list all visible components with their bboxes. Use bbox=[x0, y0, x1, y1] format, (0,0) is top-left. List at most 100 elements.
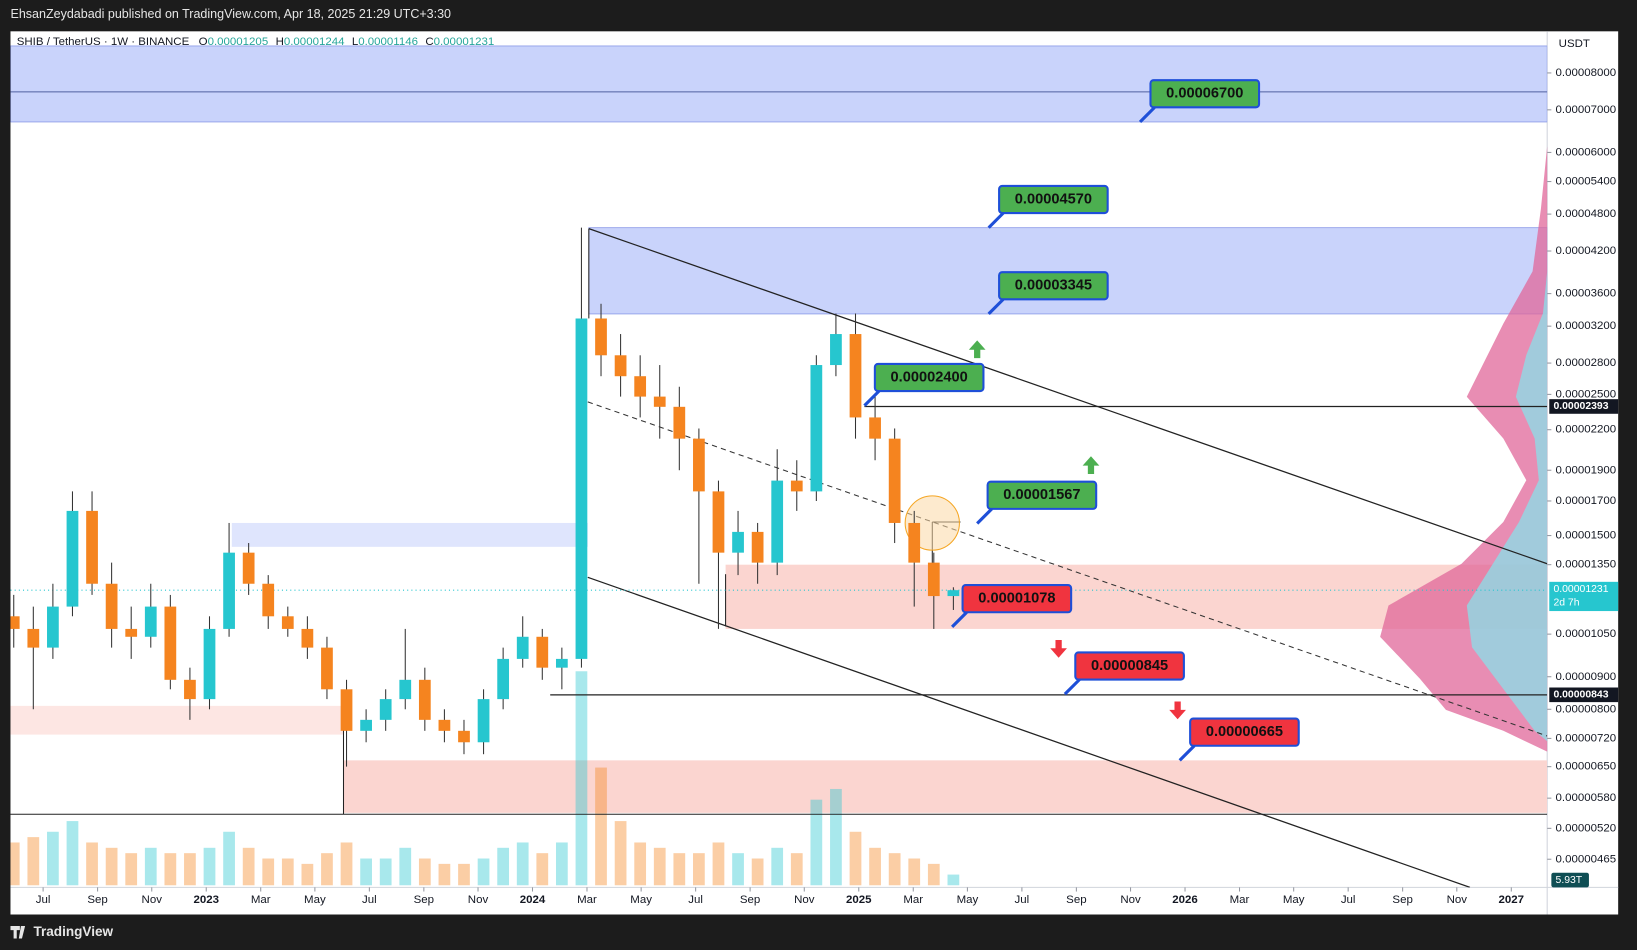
annotation-pointer bbox=[951, 611, 968, 628]
candle-body bbox=[947, 590, 960, 597]
volume-bar bbox=[27, 837, 40, 886]
x-tick-label: 2024 bbox=[520, 894, 546, 906]
candle-body bbox=[223, 552, 235, 629]
candle-body bbox=[321, 647, 333, 690]
annotation-label: 0.00002400 bbox=[891, 369, 968, 385]
candle-body bbox=[379, 699, 392, 720]
brand: TradingView bbox=[33, 924, 113, 939]
x-tick-label: May bbox=[1283, 894, 1305, 906]
volume-bar bbox=[262, 858, 275, 886]
candle-body bbox=[693, 438, 705, 492]
volume-pane bbox=[10, 671, 960, 886]
annotation-label: 0.00001567 bbox=[1003, 487, 1080, 503]
x-tick-label: Sep bbox=[414, 894, 434, 906]
y-tick-label: 0.00002200 bbox=[1556, 424, 1617, 436]
x-tick-label: Mar bbox=[577, 894, 597, 906]
x-tick-label: Nov bbox=[142, 894, 163, 906]
volume-bar bbox=[321, 853, 333, 886]
annotation-label: 0.00001078 bbox=[978, 591, 1055, 607]
candle-body bbox=[830, 334, 842, 366]
candle-body bbox=[869, 417, 881, 439]
candle-body bbox=[849, 334, 862, 418]
candle-body bbox=[575, 318, 588, 659]
volume-bar bbox=[849, 831, 862, 886]
symbol: SHIB / TetherUS · 1W · BINANCE bbox=[17, 36, 190, 48]
candle-body bbox=[614, 355, 627, 377]
ohlc-letter: C bbox=[425, 36, 433, 48]
x-tick-label: Mar bbox=[251, 894, 271, 906]
annotation-box bbox=[961, 584, 1073, 614]
y-tick-label: 0.00003200 bbox=[1556, 320, 1617, 332]
candle-body bbox=[595, 318, 607, 356]
candle-body bbox=[242, 552, 255, 584]
y-tick-label: 0.00001700 bbox=[1556, 495, 1617, 507]
x-tick-label: Jul bbox=[362, 894, 377, 906]
candle-body bbox=[653, 396, 666, 407]
volume-bar bbox=[47, 831, 59, 886]
candle-body bbox=[86, 510, 98, 584]
candle-body bbox=[536, 636, 549, 668]
candle-body bbox=[458, 730, 470, 743]
brand-logo bbox=[10, 925, 26, 939]
level-label-box bbox=[1549, 399, 1619, 414]
volume-bar bbox=[10, 842, 20, 886]
annotation-pointer bbox=[863, 389, 881, 407]
candle-body bbox=[771, 480, 784, 563]
annotation-box bbox=[998, 271, 1109, 301]
volume-label: 5.93T bbox=[1556, 875, 1583, 886]
volume-bar bbox=[203, 847, 216, 886]
candle-body bbox=[360, 719, 372, 731]
y-tick-label: 0.00000800 bbox=[1556, 703, 1617, 715]
volume-bar bbox=[712, 842, 725, 886]
x-tick-label: May bbox=[630, 894, 652, 906]
candle-body bbox=[203, 628, 216, 700]
x-tick-label: Jul bbox=[1341, 894, 1356, 906]
volume-bar bbox=[869, 847, 881, 886]
price-label: 0.00001231 bbox=[1553, 584, 1608, 595]
x-tick-label: Mar bbox=[903, 894, 923, 906]
annotation-pointer bbox=[1063, 678, 1081, 696]
annotation-pointer bbox=[987, 211, 1005, 229]
x-tick-label: Jul bbox=[36, 894, 51, 906]
annotation-box bbox=[998, 184, 1109, 215]
annotation-label: 0.00000665 bbox=[1206, 724, 1283, 740]
annotation-pointer bbox=[976, 507, 993, 525]
arrow-up bbox=[1082, 456, 1100, 474]
ohlc-letter: L bbox=[352, 36, 358, 48]
x-tick-label: Nov bbox=[1447, 894, 1468, 906]
arrow-down bbox=[1169, 701, 1186, 720]
volume-bar bbox=[497, 847, 510, 886]
candle-body bbox=[634, 376, 647, 397]
y-tick-label: 0.00000900 bbox=[1556, 671, 1617, 683]
zone bbox=[10, 45, 1548, 123]
y-tick-label: 0.00001350 bbox=[1556, 559, 1617, 571]
ohlc-value: 0.00001146 bbox=[358, 36, 418, 48]
candle-body bbox=[751, 531, 764, 563]
volume-bar bbox=[830, 788, 842, 886]
ohlc-letter: O bbox=[199, 36, 208, 48]
volume-bar bbox=[379, 858, 392, 886]
candle-body bbox=[908, 522, 921, 563]
annotation-box bbox=[1189, 717, 1300, 747]
zone bbox=[588, 227, 1548, 315]
candle-body bbox=[790, 480, 803, 492]
volume-bar bbox=[86, 842, 98, 886]
x-tick-label: 2026 bbox=[1172, 894, 1198, 906]
zone bbox=[343, 760, 1548, 813]
volume-bar bbox=[693, 853, 705, 886]
volume-bar bbox=[536, 853, 549, 886]
x-tick-label: Nov bbox=[1120, 894, 1141, 906]
overlay: 0.00008000 0.00007000 0.00006000 0.00005400… bbox=[36, 67, 1619, 906]
annotation-label: 0.00004570 bbox=[1015, 191, 1092, 207]
annotation-box bbox=[1074, 651, 1185, 681]
y-tick-label: 0.00003600 bbox=[1556, 288, 1617, 300]
volume-bar bbox=[144, 847, 157, 886]
volume-bar bbox=[281, 858, 294, 886]
candle-body bbox=[927, 562, 940, 597]
x-tick-label: Mar bbox=[1230, 894, 1250, 906]
y-tick-label: 0.00000465 bbox=[1556, 853, 1617, 865]
y-tick-label: 0.00001900 bbox=[1556, 464, 1617, 476]
volume-bar bbox=[66, 821, 79, 886]
publisher-line: EhsanZeydabadi published on TradingView.… bbox=[10, 7, 451, 21]
volume-bar bbox=[340, 842, 353, 886]
